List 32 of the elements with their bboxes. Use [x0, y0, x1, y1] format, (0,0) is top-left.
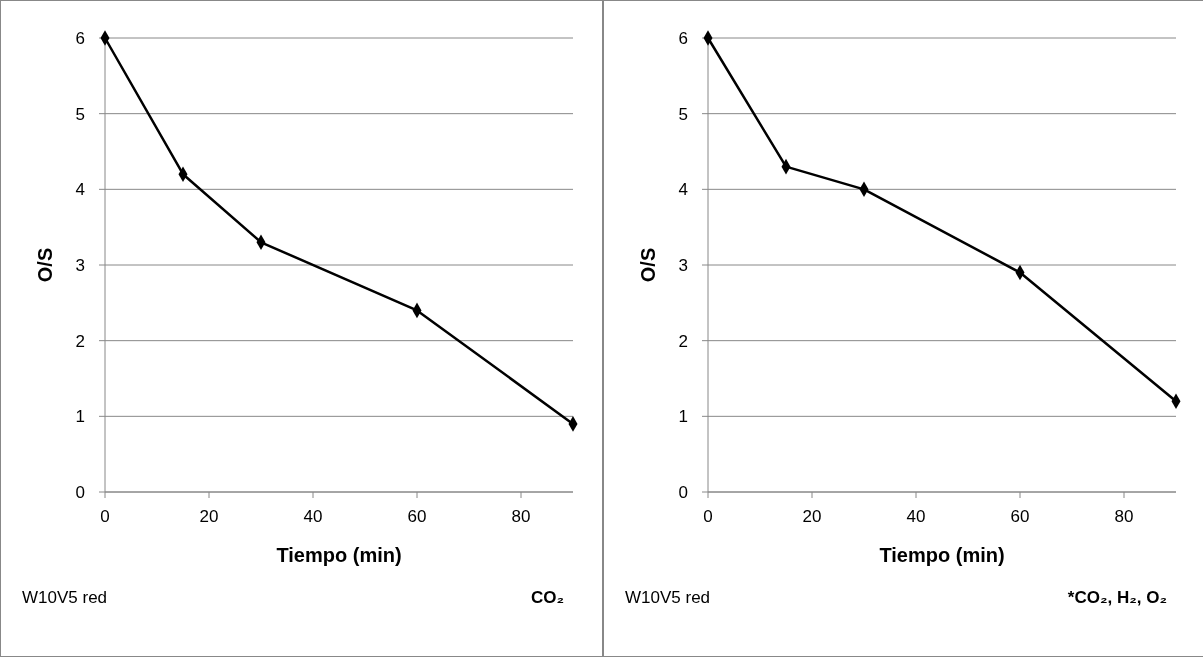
y-tick-label: 3 — [678, 255, 688, 275]
x-axis-title: Tiempo (min) — [879, 544, 1005, 566]
y-tick-label: 3 — [75, 255, 85, 275]
y-tick-label: 2 — [678, 331, 688, 351]
x-tick-label: 80 — [511, 507, 531, 526]
y-tick-label: 2 — [75, 331, 85, 351]
x-tick-label: 40 — [303, 507, 323, 526]
x-tick-label: 60 — [407, 507, 427, 526]
x-tick-label: 80 — [1114, 507, 1134, 526]
text: W10V5 red — [625, 588, 711, 607]
x-tick-label: 0 — [100, 507, 110, 526]
y-tick-label: 1 — [678, 407, 688, 427]
y-tick-label: 5 — [678, 104, 688, 124]
x-tick-label: 20 — [199, 507, 219, 526]
y-tick-label: 6 — [75, 28, 85, 48]
y-tick-label: 5 — [75, 104, 85, 124]
y-tick-label: 0 — [678, 482, 688, 502]
x-tick-label: 40 — [906, 507, 926, 526]
y-tick-label: 1 — [75, 407, 85, 427]
y-tick-label: 0 — [75, 482, 85, 502]
x-tick-label: 60 — [1010, 507, 1030, 526]
y-tick-label: 4 — [75, 180, 85, 200]
text: *CO₂, H₂, O₂ — [1067, 588, 1167, 607]
y-tick-label: 6 — [678, 28, 688, 48]
y-tick-label: 4 — [678, 180, 688, 200]
x-tick-label: 20 — [802, 507, 822, 526]
y-axis-title: O/S — [34, 247, 56, 283]
text: CO₂ — [530, 588, 564, 607]
x-axis-title: Tiempo (min) — [276, 544, 402, 566]
x-tick-label: 0 — [703, 507, 713, 526]
text: W10V5 red — [22, 588, 108, 607]
y-axis-title: O/S — [637, 247, 659, 283]
